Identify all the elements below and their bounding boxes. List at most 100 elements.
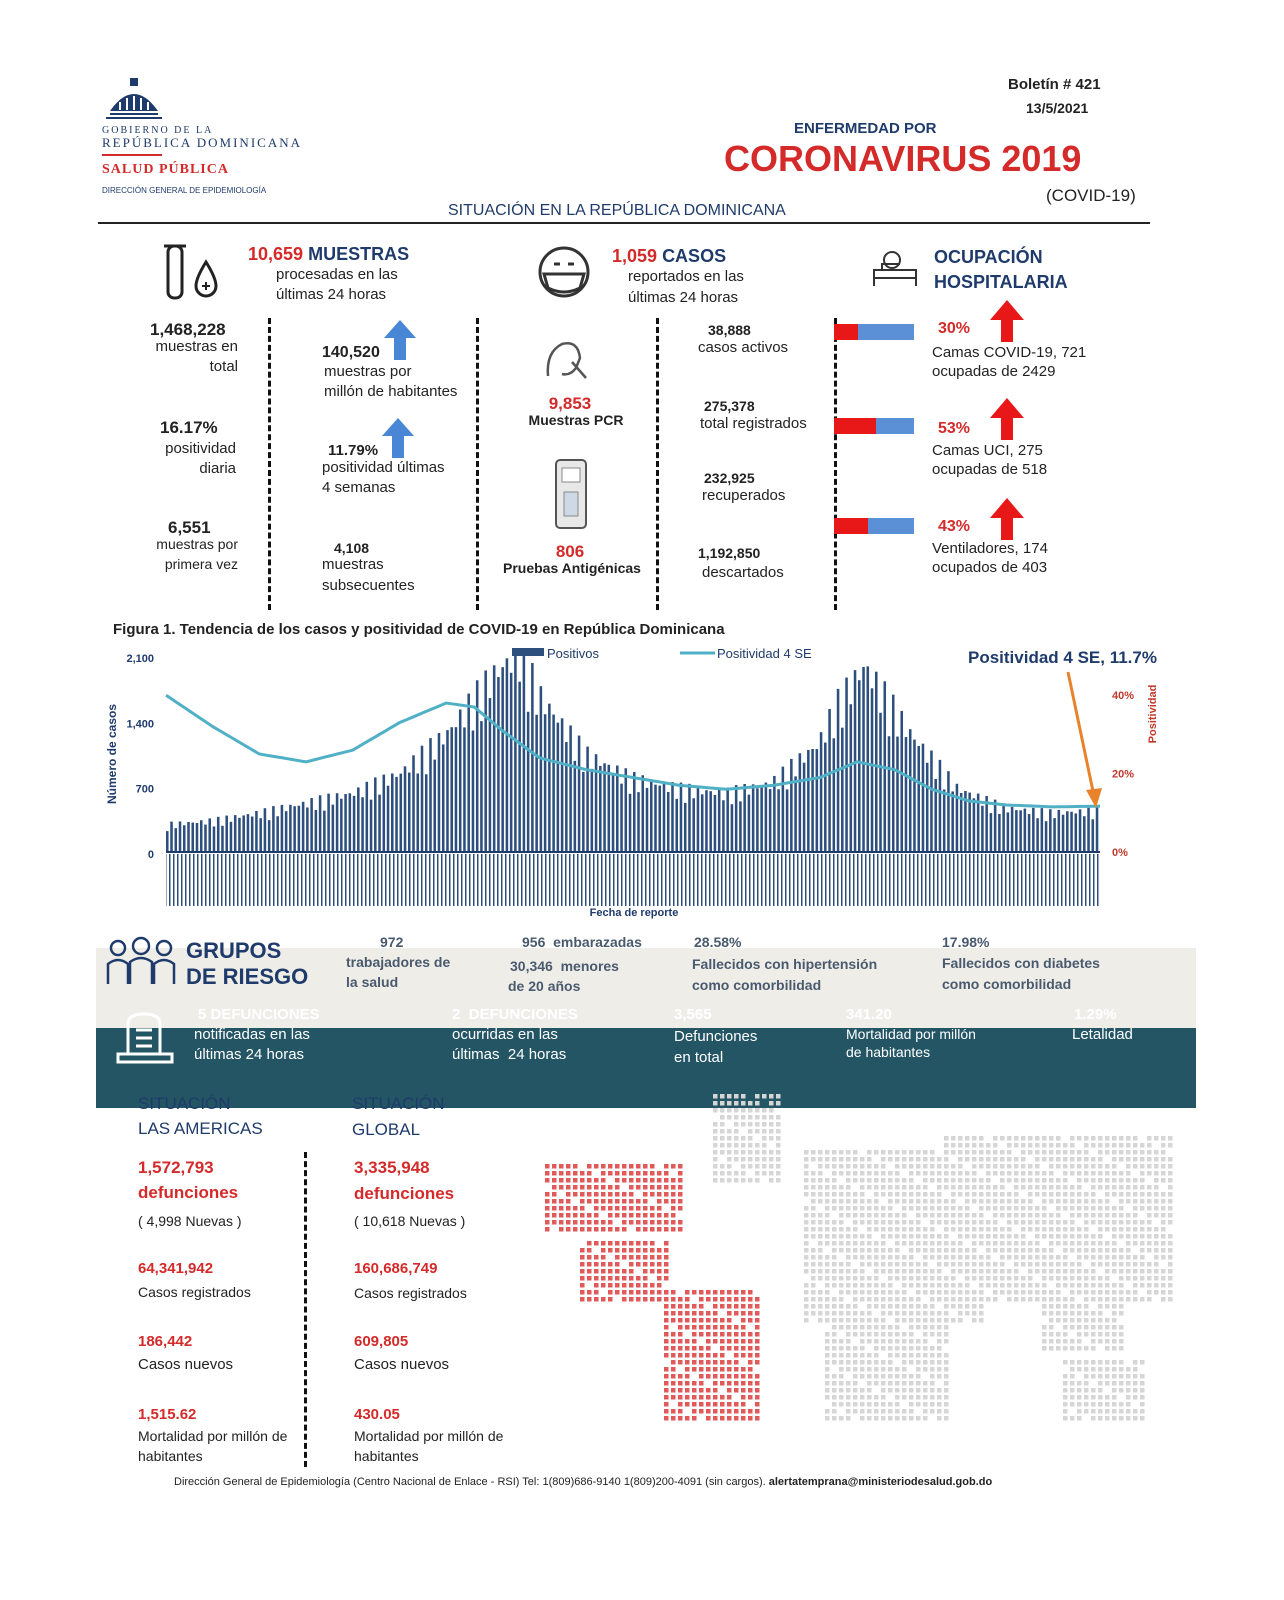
- map-dot-americas: [748, 1297, 753, 1302]
- bar: [543, 714, 547, 852]
- map-dot-world: [1119, 1283, 1124, 1288]
- bar: [297, 805, 301, 852]
- map-dot-world: [846, 1332, 851, 1337]
- map-dot-world: [1042, 1220, 1047, 1225]
- map-dot-world: [930, 1388, 935, 1393]
- map-dot-world: [902, 1381, 907, 1386]
- map-dot-world: [867, 1395, 872, 1400]
- map-dot-world: [1105, 1325, 1110, 1330]
- map-dot-americas: [678, 1332, 683, 1337]
- section-title: SITUACIÓN EN LA REPÚBLICA DOMINICANA: [448, 202, 786, 219]
- map-dot-world: [902, 1213, 907, 1218]
- map-dot-world: [986, 1164, 991, 1169]
- map-dot-americas: [692, 1290, 697, 1295]
- map-dot-world: [1049, 1227, 1054, 1232]
- map-dot-world: [1161, 1290, 1166, 1295]
- map-dot-world: [846, 1346, 851, 1351]
- map-dot-world: [832, 1297, 837, 1302]
- map-dot-americas: [608, 1220, 613, 1225]
- map-dot-americas: [650, 1171, 655, 1176]
- map-dot-world: [965, 1178, 970, 1183]
- map-dot-americas: [748, 1409, 753, 1414]
- map-dot-world: [916, 1353, 921, 1358]
- bar: [841, 727, 844, 852]
- footer-email[interactable]: alertatemprana@ministeriodesalud.gob.do: [768, 1476, 993, 1488]
- map-dot-world: [895, 1199, 900, 1204]
- map-dot-world: [1112, 1206, 1117, 1211]
- map-dot-americas: [748, 1367, 753, 1372]
- map-dot-world: [944, 1388, 949, 1393]
- map-dot-world: [1133, 1374, 1138, 1379]
- map-dot-world: [1154, 1178, 1159, 1183]
- bar: [998, 813, 1001, 852]
- map-dot-world: [1000, 1199, 1005, 1204]
- map-dot-world: [720, 1178, 725, 1183]
- map-dot-world: [1070, 1416, 1075, 1421]
- map-dot-world: [986, 1276, 991, 1281]
- map-dot-americas: [734, 1332, 739, 1337]
- map-dot-world: [937, 1185, 942, 1190]
- map-dot-world: [895, 1290, 900, 1295]
- map-dot-world: [923, 1269, 928, 1274]
- map-dot-americas: [706, 1346, 711, 1351]
- footer: Dirección General de Epidemiología (Cent…: [174, 1476, 992, 1488]
- map-dot-world: [1119, 1297, 1124, 1302]
- map-dot-world: [881, 1178, 886, 1183]
- map-dot-world: [1133, 1269, 1138, 1274]
- map-dot-world: [874, 1325, 879, 1330]
- map-dot-world: [1119, 1220, 1124, 1225]
- map-dot-world: [839, 1360, 844, 1365]
- map-dot-world: [881, 1325, 886, 1330]
- map-dot-world: [1063, 1157, 1068, 1162]
- map-dot-world: [860, 1178, 865, 1183]
- map-dot-world: [1028, 1206, 1033, 1211]
- map-dot-world: [1161, 1150, 1166, 1155]
- map-dot-world: [804, 1290, 809, 1295]
- map-dot-world: [825, 1318, 830, 1323]
- map-dot-americas: [657, 1262, 662, 1267]
- map-dot-world: [860, 1360, 865, 1365]
- map-dot-americas: [720, 1332, 725, 1337]
- bar: [654, 784, 657, 852]
- map-dot-world: [1042, 1283, 1047, 1288]
- map-dot-world: [1049, 1171, 1054, 1176]
- ocupacion-title1: OCUPACIÓN: [934, 247, 1043, 267]
- map-dot-world: [1168, 1220, 1173, 1225]
- map-dot-world: [993, 1241, 998, 1246]
- map-dot-world: [1105, 1346, 1110, 1351]
- map-dot-world: [1084, 1325, 1089, 1330]
- map-dot-world: [1091, 1388, 1096, 1393]
- map-dot-americas: [608, 1276, 613, 1281]
- map-dot-world: [804, 1318, 809, 1323]
- map-dot-americas: [657, 1171, 662, 1176]
- map-dot-world: [1154, 1255, 1159, 1260]
- map-dot-world: [825, 1332, 830, 1337]
- map-dot-world: [1084, 1269, 1089, 1274]
- bar: [361, 797, 364, 852]
- map-dot-world: [1133, 1367, 1138, 1372]
- map-dot-world: [895, 1255, 900, 1260]
- map-dot-americas: [594, 1220, 599, 1225]
- map-dot-world: [1042, 1255, 1047, 1260]
- map-dot-americas: [601, 1262, 606, 1267]
- map-dot-americas: [706, 1353, 711, 1358]
- map-dot-world: [1021, 1143, 1026, 1148]
- map-dot-americas: [615, 1213, 620, 1218]
- map-dot-world: [1091, 1409, 1096, 1414]
- map-dot-world: [832, 1185, 837, 1190]
- map-dot-world: [1091, 1255, 1096, 1260]
- map-dot-world: [1098, 1409, 1103, 1414]
- map-dot-world: [972, 1311, 977, 1316]
- map-dot-world: [902, 1304, 907, 1309]
- map-dot-world: [1112, 1234, 1117, 1239]
- map-dot-world: [930, 1332, 935, 1337]
- map-dot-americas: [727, 1374, 732, 1379]
- bar: [1078, 809, 1082, 852]
- map-dot-world: [937, 1325, 942, 1330]
- map-dot-world: [958, 1311, 963, 1316]
- map-dot-world: [1126, 1234, 1131, 1239]
- map-dot-world: [1014, 1192, 1019, 1197]
- map-dot-world: [811, 1311, 816, 1316]
- map-dot-americas: [552, 1178, 557, 1183]
- map-dot-world: [1070, 1395, 1075, 1400]
